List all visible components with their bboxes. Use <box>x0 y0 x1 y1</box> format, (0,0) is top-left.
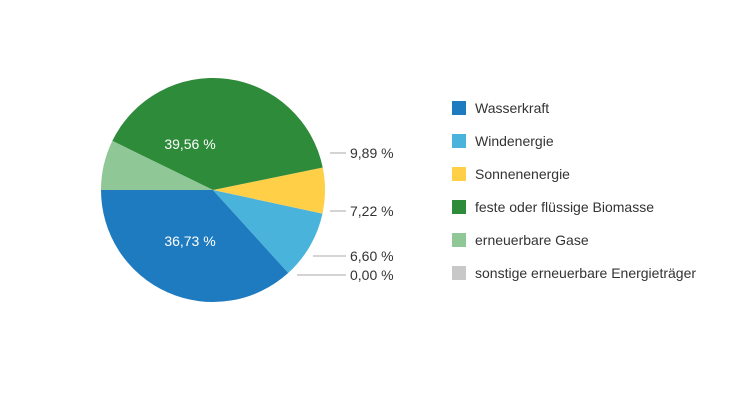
slice-label-wasserkraft: 36,73 % <box>164 233 215 249</box>
slice-label-sonstige-erneuerbare-energietraeger: 0,00 % <box>350 267 394 283</box>
legend-item-wasserkraft: Wasserkraft <box>452 100 549 116</box>
legend-swatch-windenergie <box>452 134 466 148</box>
legend-swatch-wasserkraft <box>452 101 466 115</box>
slice-label-erneuerbare-gase: 7,22 % <box>350 203 394 219</box>
leader-lines <box>297 152 346 276</box>
slice-labels: 36,73 % 9,89 % 6,60 % 39,56 % 7,22 % 0,00 % <box>164 136 393 283</box>
slice-label-sonnenenergie: 6,60 % <box>350 248 394 264</box>
pie-slice-feste-oder-fluessige-biomasse <box>112 77 323 190</box>
pie-slice-sonnenenergie <box>213 167 326 214</box>
legend-swatch-sonstige-erneuerbare-energietraeger <box>452 266 466 280</box>
legend-label-sonnenenergie: Sonnenenergie <box>475 166 570 182</box>
legend-label-sonstige-erneuerbare-energietraeger: sonstige erneuerbare Energieträger <box>475 265 696 281</box>
slice-label-windenergie: 9,89 % <box>350 145 394 161</box>
pie-slice-wasserkraft <box>101 190 289 302</box>
legend-item-windenergie: Windenergie <box>452 133 554 149</box>
legend-swatch-feste-oder-fluessige-biomasse <box>452 200 466 214</box>
legend-item-sonnenenergie: Sonnenenergie <box>452 166 570 182</box>
pie-slice-erneuerbare-gase <box>101 140 213 190</box>
legend: Wasserkraft Windenergie Sonnenenergie feste… <box>452 100 696 281</box>
legend-swatch-erneuerbare-gase <box>452 233 466 247</box>
slice-label-feste-oder-fluessige-biomasse: 39,56 % <box>164 136 215 152</box>
legend-label-windenergie: Windenergie <box>475 133 554 149</box>
legend-label-wasserkraft: Wasserkraft <box>475 100 549 116</box>
pie-slices <box>101 77 326 302</box>
legend-label-feste-oder-fluessige-biomasse: feste oder flüssige Biomasse <box>475 199 654 215</box>
legend-item-feste-oder-fluessige-biomasse: feste oder flüssige Biomasse <box>452 199 654 215</box>
legend-item-erneuerbare-gase: erneuerbare Gase <box>452 232 589 248</box>
legend-label-erneuerbare-gase: erneuerbare Gase <box>475 232 589 248</box>
pie-slice-windenergie <box>213 190 323 273</box>
legend-swatch-sonnenenergie <box>452 167 466 181</box>
legend-item-sonstige-erneuerbare-energietraeger: sonstige erneuerbare Energieträger <box>452 265 696 281</box>
